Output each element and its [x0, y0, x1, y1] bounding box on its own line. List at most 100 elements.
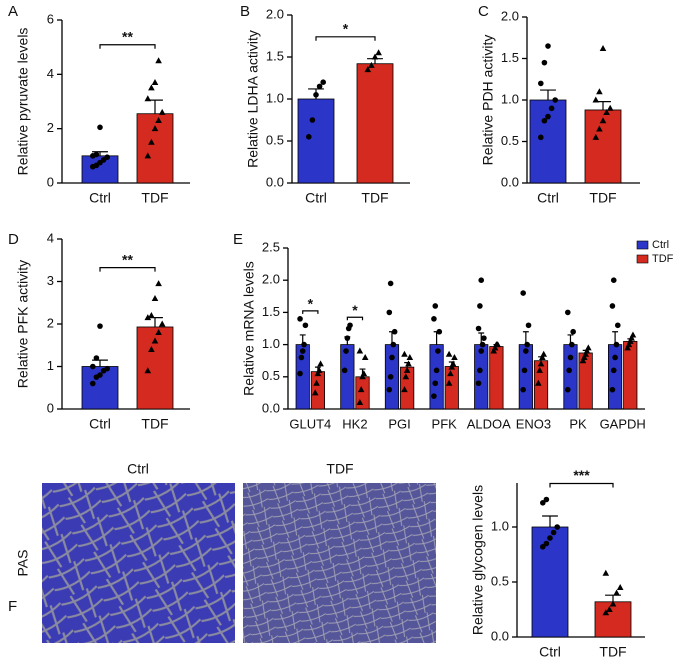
bar — [531, 526, 569, 638]
data-point — [155, 329, 162, 335]
data-point — [602, 569, 610, 576]
significance-label: * — [308, 296, 314, 312]
data-point — [299, 348, 306, 354]
bar — [310, 371, 325, 410]
legend-swatch — [636, 254, 649, 264]
data-point — [445, 350, 453, 357]
y-tick-label: 0.0 — [262, 400, 280, 415]
data-point — [579, 357, 587, 364]
x-tick-label: TDF — [599, 644, 626, 660]
data-point — [360, 370, 368, 377]
data-point — [306, 134, 312, 140]
data-point — [629, 331, 637, 338]
data-point — [356, 347, 364, 354]
y-tick-label: 0.5 — [266, 132, 284, 147]
y-tick-label: 0.5 — [262, 368, 280, 383]
data-point — [151, 295, 159, 301]
data-point — [155, 57, 162, 64]
data-point — [626, 337, 634, 344]
y-axis-label: Relative PDH activity — [480, 35, 496, 166]
data-point — [387, 374, 394, 380]
data-point — [386, 386, 393, 393]
data-point — [475, 380, 482, 387]
data-point — [612, 354, 618, 361]
y-axis-label: Relative glycogen levels — [470, 485, 486, 635]
data-point — [582, 350, 589, 357]
x-tick-label: TDF — [589, 190, 616, 206]
significance-label: * — [352, 302, 358, 318]
significance-bracket — [302, 310, 319, 314]
y-tick-label: 0.5 — [501, 133, 519, 148]
data-point — [371, 53, 379, 60]
data-point — [609, 303, 616, 309]
y-tick-label: 3 — [47, 273, 54, 288]
y-tick-label: 1.5 — [262, 304, 280, 319]
data-point — [302, 322, 309, 329]
panel-label: D — [8, 231, 19, 248]
data-point — [540, 500, 546, 506]
data-point — [431, 393, 437, 399]
image-title: TDF — [326, 461, 353, 477]
data-point — [390, 341, 397, 348]
data-point — [603, 108, 610, 115]
data-point — [613, 341, 620, 348]
error-bar — [540, 89, 556, 100]
x-tick-label: Ctrl — [539, 644, 561, 660]
x-tick-label: TDF — [361, 190, 388, 206]
panel-label: C — [478, 3, 489, 20]
data-point — [93, 355, 100, 361]
data-point — [552, 97, 558, 103]
data-point — [535, 379, 542, 386]
data-point — [344, 335, 351, 341]
data-point — [479, 341, 486, 348]
bar — [136, 113, 174, 184]
bar — [518, 344, 533, 410]
panel-label: A — [8, 3, 18, 20]
significance-label: *** — [573, 467, 590, 483]
data-point — [315, 366, 323, 373]
significance-bracket — [99, 44, 156, 49]
data-point — [357, 386, 365, 393]
y-tick-label: 4 — [47, 230, 54, 245]
data-point — [592, 96, 600, 103]
data-point — [477, 367, 483, 374]
data-point — [93, 151, 100, 158]
data-point — [491, 344, 499, 351]
data-point — [158, 320, 166, 327]
data-point — [477, 303, 483, 309]
significance-bracket — [315, 36, 376, 41]
data-point — [494, 341, 502, 348]
x-tick-label: TDF — [141, 190, 168, 206]
data-point — [606, 104, 614, 111]
data-point — [406, 353, 414, 360]
data-point — [144, 314, 152, 321]
significance-bracket — [346, 316, 364, 321]
data-point — [97, 323, 103, 329]
data-point — [625, 341, 633, 348]
y-tick-label: 0.5 — [491, 573, 509, 588]
data-point — [541, 117, 548, 124]
data-point — [297, 370, 303, 377]
data-point — [538, 80, 544, 87]
data-point — [343, 348, 349, 354]
data-point — [151, 78, 159, 85]
data-point — [405, 360, 412, 367]
y-tick-label: 0 — [47, 400, 54, 415]
data-point — [613, 589, 620, 596]
data-point — [545, 43, 551, 49]
data-point — [554, 524, 560, 530]
data-point — [148, 346, 155, 352]
error-bar — [147, 99, 163, 114]
data-point — [158, 108, 166, 115]
bar — [295, 344, 310, 410]
data-point — [624, 344, 631, 351]
data-point — [97, 124, 103, 131]
y-tick-label: 1.0 — [491, 518, 509, 533]
y-tick-label: 0.0 — [491, 628, 509, 643]
data-point — [436, 328, 443, 335]
data-point — [490, 347, 498, 354]
data-point — [478, 348, 485, 354]
data-point — [148, 138, 155, 145]
data-point — [148, 312, 155, 318]
data-point — [610, 367, 617, 374]
